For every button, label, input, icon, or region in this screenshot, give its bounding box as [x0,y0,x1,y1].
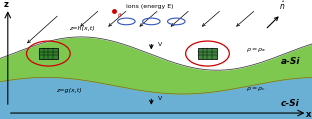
Text: c-Si: c-Si [281,99,300,108]
Text: x: x [306,110,312,119]
Text: $\hat{n}$: $\hat{n}$ [279,0,286,12]
Bar [39,49,58,59]
Text: a-Si: a-Si [281,57,300,66]
Text: z: z [3,0,8,9]
Text: z=g(x,t): z=g(x,t) [56,88,82,93]
Bar [198,49,217,59]
Text: V: V [158,96,162,101]
Text: ions (energy E): ions (energy E) [126,4,173,9]
Text: $\rho=\rho_a$: $\rho=\rho_a$ [246,46,266,54]
Text: z=h(x,t): z=h(x,t) [69,26,95,31]
Text: $\rho=\rho_c$: $\rho=\rho_c$ [246,85,266,93]
Text: $\theta$: $\theta$ [117,11,122,19]
Text: V: V [158,42,162,47]
